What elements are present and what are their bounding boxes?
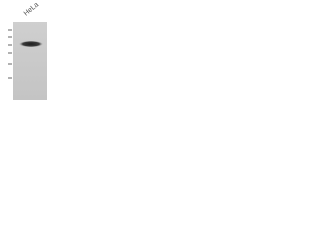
western-blot: HeLa — [8, 1, 47, 100]
membrane — [13, 22, 47, 100]
protein-band — [19, 40, 43, 48]
page: HeLa (() => { const data = JSON.parse(do… — [0, 0, 320, 100]
marker-ticks — [8, 29, 12, 79]
lane-label: HeLa — [23, 1, 40, 17]
